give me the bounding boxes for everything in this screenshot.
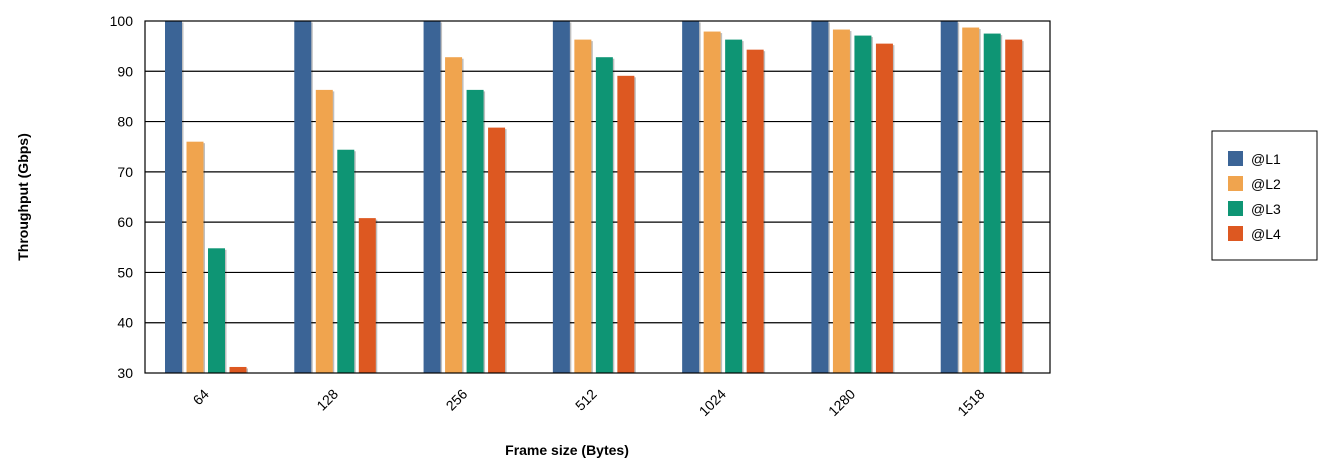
bar-l2-64: [186, 141, 204, 373]
bar-l1-1280: [811, 21, 829, 373]
bar-l4-128: [358, 218, 376, 373]
x-tick-label: 128: [313, 386, 341, 414]
y-tick-label: 70: [117, 164, 133, 180]
x-tick-label: 64: [190, 386, 212, 408]
legend-label: @L1: [1251, 151, 1281, 167]
bar-l3-1024: [725, 39, 743, 373]
bar-l3-64: [208, 248, 225, 373]
legend-swatch: [1228, 151, 1243, 166]
legend-swatch: [1228, 226, 1243, 241]
bar-l4-1280: [875, 43, 893, 373]
legend-items: @L1 @L2 @L3 @L4: [1228, 151, 1281, 242]
bar-l3-1518: [983, 33, 1001, 373]
legend-swatch: [1228, 201, 1243, 216]
y-tick-label: 40: [117, 315, 133, 331]
bar-l1-1518: [940, 21, 958, 373]
x-axis-title: Frame size (Bytes): [505, 442, 629, 458]
y-tick-label: 50: [117, 264, 133, 280]
bar-l2-1024: [703, 31, 721, 374]
x-tick-labels: 64 128 256 512 1024 1280 1518: [190, 386, 988, 419]
y-tick-label: 80: [117, 114, 133, 130]
bar-l1-128: [294, 21, 312, 373]
bars: [165, 21, 1024, 374]
legend-label: @L3: [1251, 201, 1281, 217]
bar-l1-512: [552, 21, 570, 373]
bar-l4-256: [488, 127, 506, 373]
legend-label: @L4: [1251, 226, 1281, 242]
bar-l2-256: [445, 57, 463, 373]
x-tick-label: 1024: [696, 386, 729, 419]
y-axis-title: Throughput (Gbps): [15, 133, 31, 261]
x-tick-label: 1280: [825, 386, 858, 419]
legend: @L1 @L2 @L3 @L4: [1211, 130, 1318, 261]
y-tick-label: 60: [117, 214, 133, 230]
plot-area-frame: [144, 20, 1051, 374]
bar-l3-512: [595, 57, 613, 373]
y-tick-label: 30: [117, 365, 133, 381]
x-tick-label: 1518: [954, 386, 987, 419]
bar-l3-256: [466, 89, 484, 374]
bar-l4-1024: [746, 49, 764, 374]
bar-l2-128: [315, 89, 333, 374]
bar-l1-256: [423, 21, 441, 373]
bar-l1-64: [165, 21, 182, 373]
x-tick-label: 512: [572, 386, 600, 414]
bar-l4-64: [229, 366, 247, 373]
bar-l2-1280: [832, 29, 850, 373]
legend-swatch: [1228, 176, 1243, 191]
y-tick-label: 100: [110, 13, 134, 29]
bar-l3-1280: [854, 35, 872, 373]
legend-label: @L2: [1251, 176, 1281, 192]
bar-l2-1518: [962, 27, 980, 374]
bar-l3-128: [337, 149, 355, 373]
y-tick-label: 90: [117, 63, 133, 79]
y-tick-labels: 30 40 50 60 70 80 90 100: [110, 13, 134, 381]
bar-l1-1024: [682, 21, 700, 373]
bar-l2-512: [574, 39, 592, 373]
x-tick-label: 256: [443, 386, 471, 414]
bar-l4-512: [617, 75, 635, 373]
bar-l4-1518: [1005, 39, 1023, 373]
